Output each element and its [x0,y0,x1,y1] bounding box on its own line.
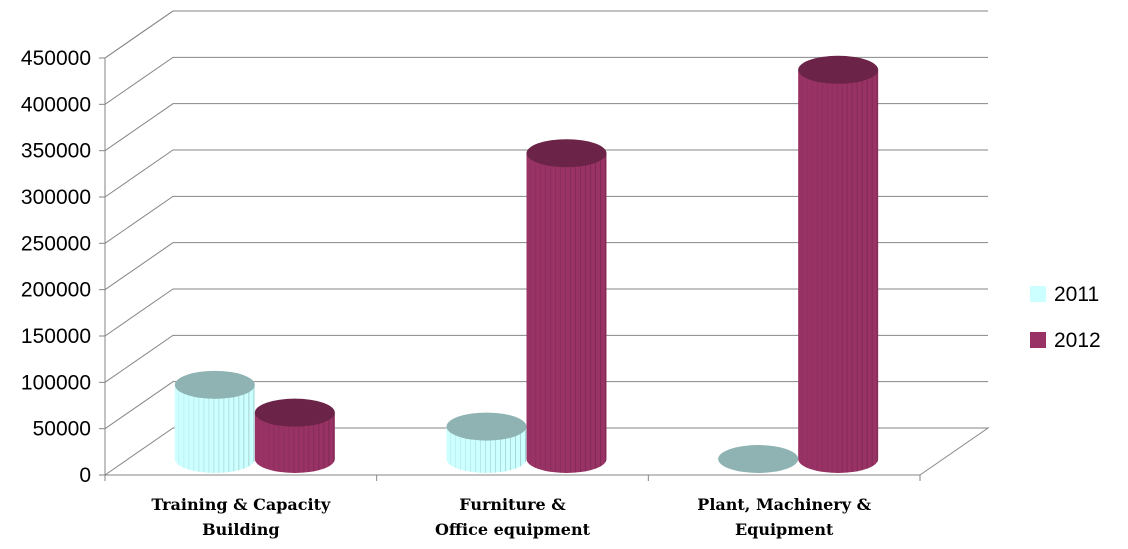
gridline [104,10,174,59]
bar-2011-2 [718,445,799,473]
gridline [104,381,988,430]
cylinder-top [254,398,335,427]
cylinder-body [526,153,607,474]
y-tick-label: 150000 [21,325,91,348]
axes [99,57,921,481]
gridline [104,334,988,383]
category-label: Equipment [735,520,834,539]
y-tick-label: 50000 [33,418,91,441]
cylinder-top [798,55,879,84]
bar-2011-0 [174,370,255,474]
cylinder-body [254,412,335,473]
y-tick-label: 100000 [21,371,91,394]
category-label: Plant, Machinery & [697,495,871,514]
bar-2012-2 [798,55,879,474]
gridline [104,288,988,337]
legend-swatch [1030,286,1046,302]
gridlines [104,10,988,430]
gridline [104,10,988,59]
y-tick-label: 350000 [21,140,91,163]
category-label: Furniture & [459,495,566,514]
y-tick-label: 300000 [21,186,91,209]
cylinder-top [174,370,255,399]
cylinder-top [526,139,607,168]
bar-2011-1 [446,412,527,474]
y-tick-labels: 0 50000 100000 150000 200000 250000 300000 3500… [21,47,91,487]
cylinder-body [174,384,255,474]
gridline [104,149,988,198]
bar-2012-0 [254,398,335,473]
bar-2012-1 [526,139,607,474]
y-tick-label: 400000 [21,93,91,116]
gridline [104,103,988,152]
gridline [104,195,988,244]
legend-label: 2011 [1054,283,1099,306]
category-label: Office equipment [435,520,591,539]
y-tick-label: 450000 [21,47,91,70]
gridline [104,56,988,105]
cylinder-top [718,445,799,473]
legend-label: 2012 [1054,329,1101,352]
legend-swatch [1030,332,1046,348]
gridline [104,242,988,291]
cylinder-body [798,69,879,474]
category-label: Training & Capacity [151,495,331,514]
category-labels: Training & Capacity Building Furniture & Of… [151,495,871,539]
cylinder-top [446,412,527,441]
legend: 2011 2012 [1030,283,1101,352]
bars [174,55,879,474]
y-tick-label: 200000 [21,279,91,302]
y-tick-label: 250000 [21,232,91,255]
y-tick-label: 0 [79,464,91,487]
category-label: Building [202,520,279,539]
